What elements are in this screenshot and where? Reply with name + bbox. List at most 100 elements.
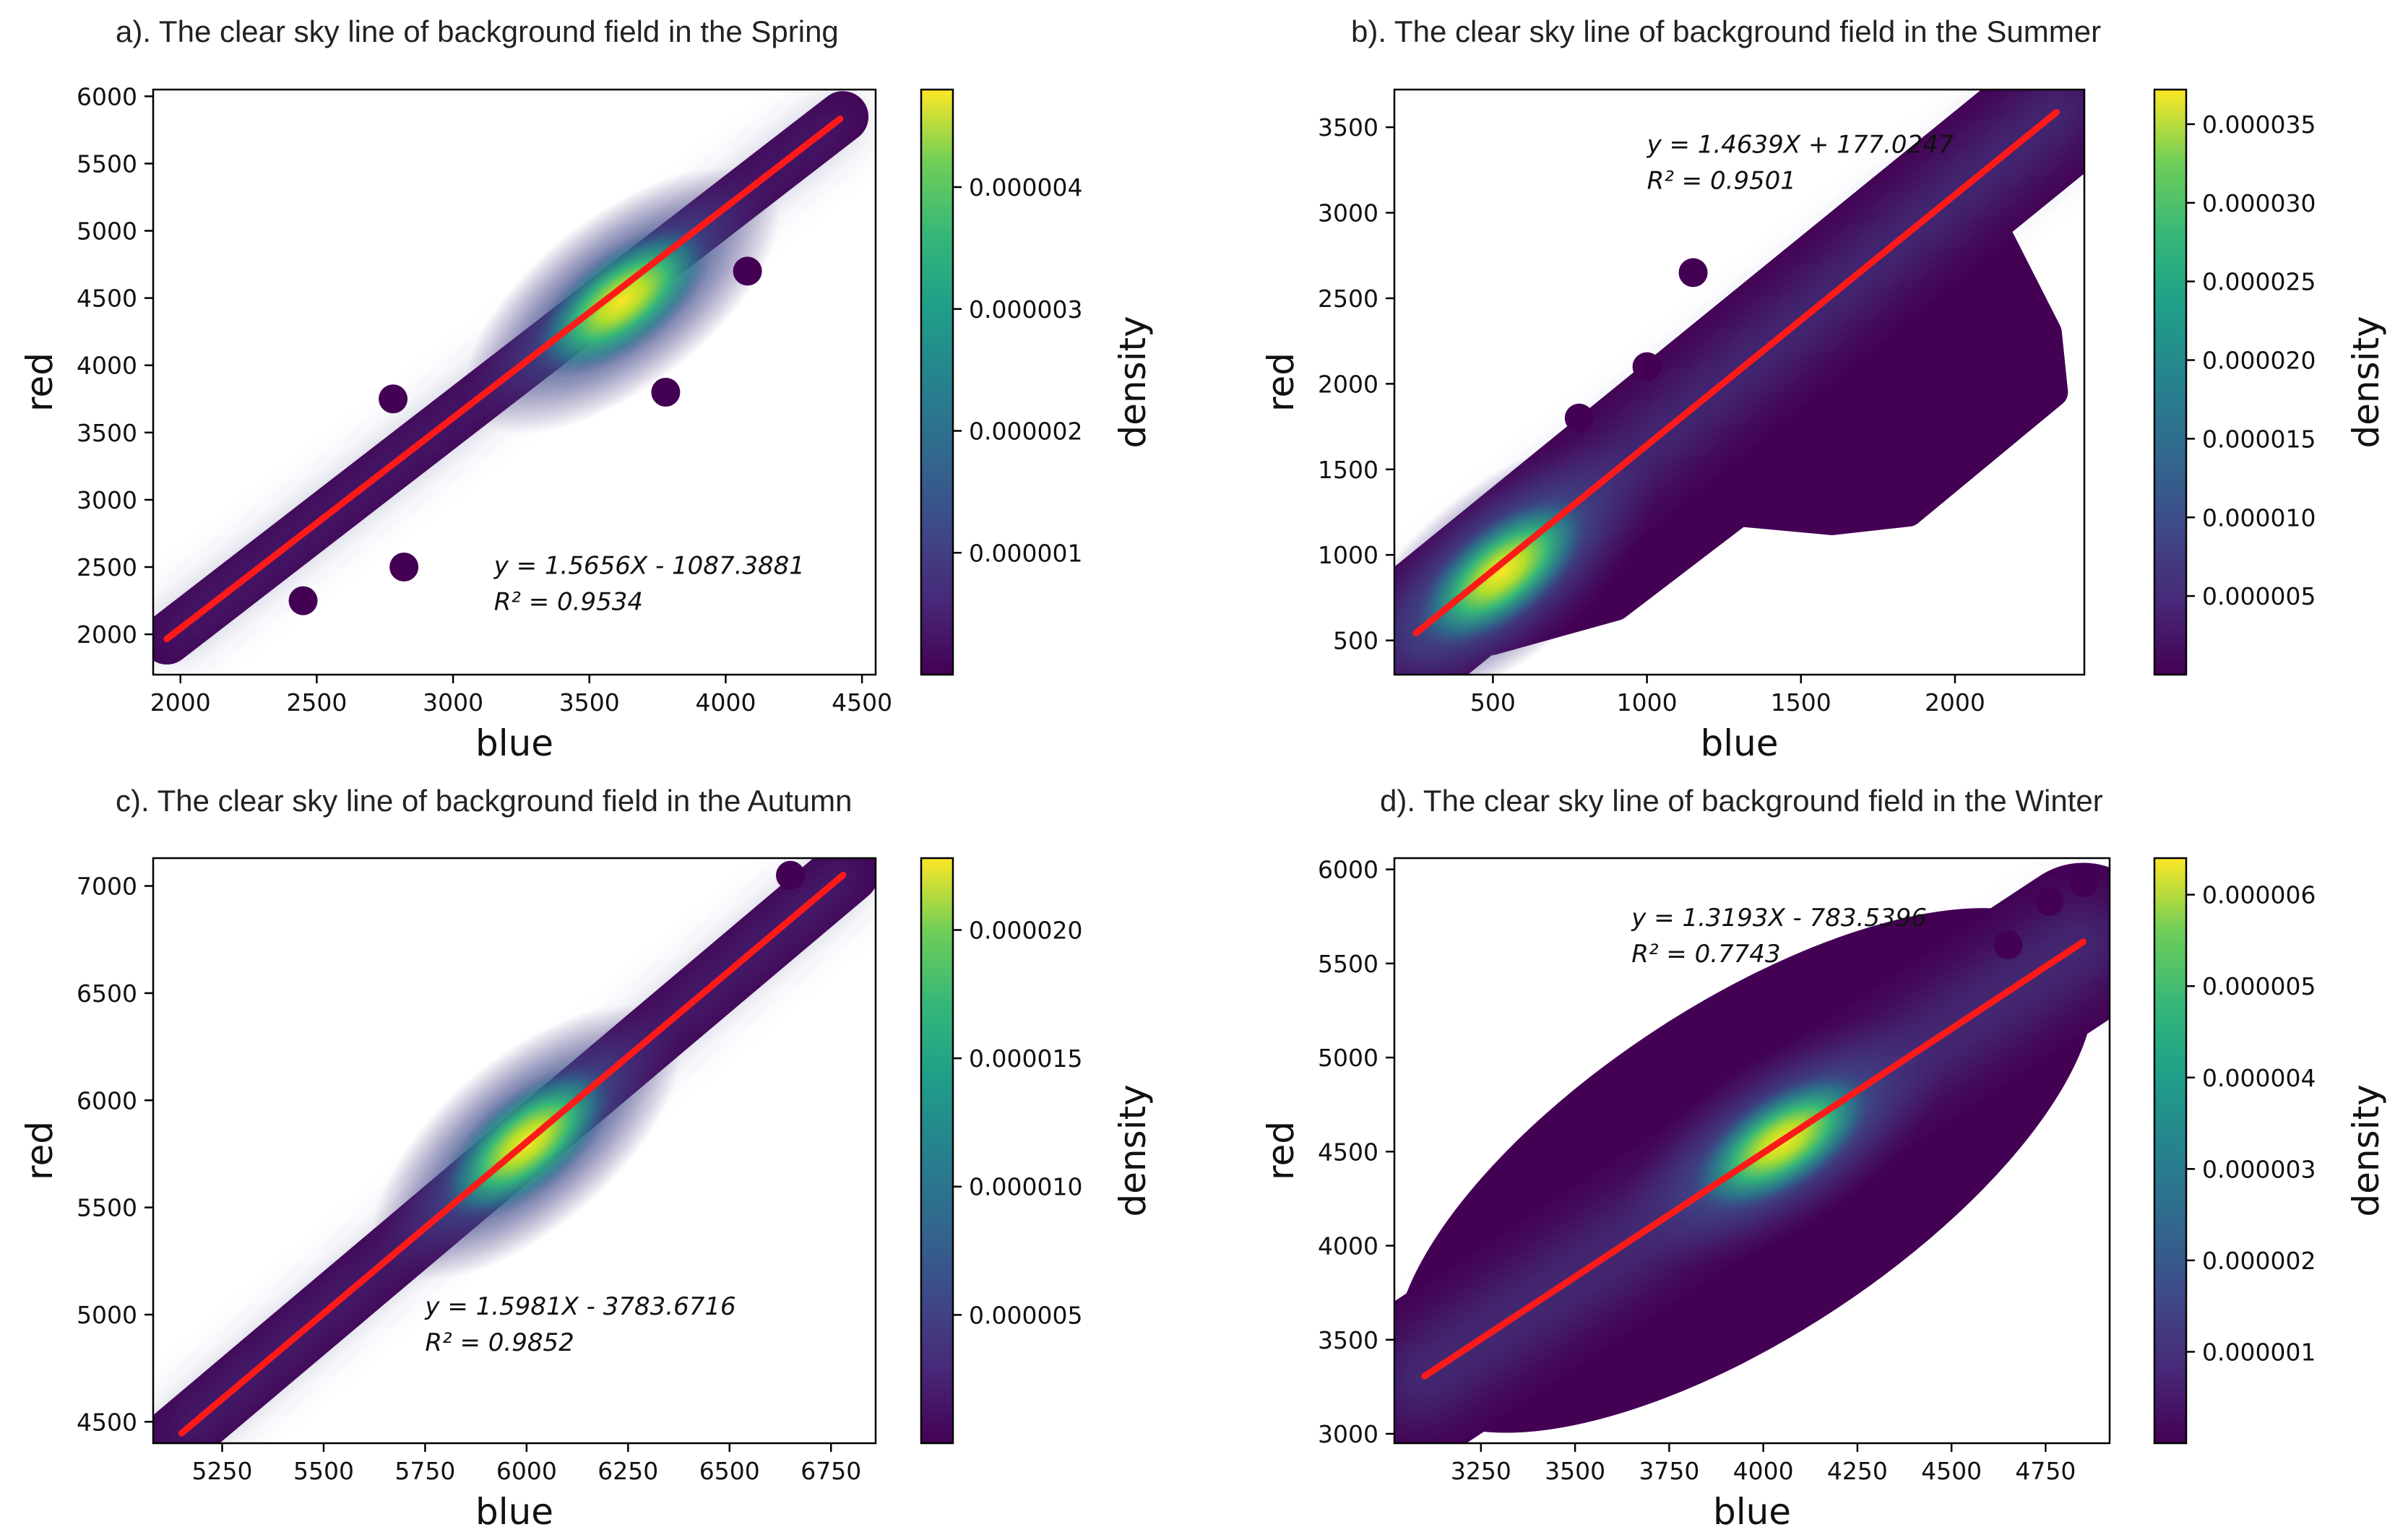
panel-b-outlier-point <box>1678 258 1708 287</box>
panel-d-x-tick-label: 3250 <box>1451 1457 1511 1485</box>
panel-d-y-tick-label: 5000 <box>1318 1044 1378 1072</box>
panel-a-fit-line <box>163 115 844 643</box>
panel-c-title: c). The clear sky line of background fie… <box>116 784 852 818</box>
panel-d-y-tick-label: 4000 <box>1318 1232 1378 1260</box>
panel-a-y-tick-label: 4000 <box>77 352 137 380</box>
panel-a-y-tick-label: 3500 <box>77 419 137 447</box>
panel-d-colorbar-tick-label: 0.000002 <box>2202 1247 2316 1275</box>
panel-d-x-tick-label: 4250 <box>1827 1457 1888 1485</box>
panel-b-x-tick-label: 2000 <box>1925 688 1985 717</box>
panel-c-y-tick-label: 6000 <box>77 1086 137 1115</box>
panel-b-colorbar: 0.000005 0.000010 0.000015 0.000020 0.000025… <box>2153 88 2387 676</box>
panel-a-r-squared: R² = 0.9534 <box>494 587 643 616</box>
panel-c: c). The clear sky line of background fie… <box>19 784 1154 1533</box>
panel-d-title: d). The clear sky line of background fie… <box>1380 784 2103 818</box>
panel-b-y-tick-label: 1000 <box>1318 541 1378 569</box>
panel-a-title: a). The clear sky line of background fie… <box>116 14 839 48</box>
panel-d-y-tick-label: 5500 <box>1318 950 1378 978</box>
panel-d-x-tick-label: 4000 <box>1733 1457 1794 1485</box>
panel-a-y-tick-label: 6000 <box>77 82 137 111</box>
panel-b-colorbar-tick-label: 0.000010 <box>2202 503 2316 532</box>
panel-b-title: b). The clear sky line of background fie… <box>1351 14 2101 48</box>
panel-b-x-tick-label: 500 <box>1470 688 1516 717</box>
panel-d-colorbar: 0.000001 0.000002 0.000003 0.000004 0.000005… <box>2153 857 2387 1445</box>
panel-d-colorbar-tick-label: 0.000001 <box>2202 1338 2316 1366</box>
panel-a-y-tick-label: 5000 <box>77 217 137 246</box>
panel-a-colorbar-label: density <box>1112 316 1154 448</box>
panel-b: b). The clear sky line of background fie… <box>1260 14 2387 764</box>
panel-d-x-axis-label: blue <box>1713 1491 1791 1533</box>
panel-d-fit-line <box>1421 938 2087 1380</box>
panel-b-colorbar-tick-label: 0.000030 <box>2202 189 2316 217</box>
panel-c-y-tick-label: 5500 <box>77 1194 137 1222</box>
panel-a-plot-area: 2000 2500 3000 3500 4000 4500 2000 2500 3000 3500… <box>19 82 892 764</box>
panel-c-plot-area: 5250 5500 5750 6000 6250 6500 6750 4500 5000 5500… <box>19 857 877 1533</box>
panel-b-fit-line <box>1412 108 2060 636</box>
panel-c-colorbar: 0.000005 0.000010 0.000015 0.000020 density <box>920 857 1154 1445</box>
panel-b-r-squared: R² = 0.9501 <box>1647 167 1796 196</box>
panel-d-y-tick-label: 4500 <box>1318 1138 1378 1166</box>
panel-b-y-tick-label: 2500 <box>1318 285 1378 313</box>
panel-a-outlier-point <box>651 377 681 407</box>
panel-b-x-tick-label: 1500 <box>1771 688 1831 717</box>
panel-a-outlier-point <box>379 384 408 414</box>
panel-d-x-tick-label: 4500 <box>1921 1457 1982 1485</box>
panel-d-outlier-point <box>2068 868 2098 897</box>
panel-b-axes-frame <box>1393 88 2086 676</box>
panel-b-outlier-point <box>1986 309 2016 339</box>
panel-c-axes-frame <box>152 857 877 1445</box>
panel-c-equation: y = 1.5981X - 3783.6716 <box>424 1292 735 1321</box>
panel-b-y-tick-label: 3000 <box>1318 199 1378 228</box>
panel-c-fit-line <box>178 871 847 1437</box>
panel-d-colorbar-label: density <box>2345 1084 2387 1216</box>
panel-c-x-axis-label: blue <box>475 1491 553 1533</box>
panel-d-outlier-point <box>2034 886 2064 916</box>
panel-a-x-tick-label: 2000 <box>150 688 211 717</box>
panel-b-density-hotspot <box>1412 493 1592 652</box>
panel-d: d). The clear sky line of background fie… <box>1260 784 2387 1533</box>
panel-d-colorbar-tick-label: 0.000004 <box>2202 1064 2316 1092</box>
panel-d-x-tick-label: 4750 <box>2015 1457 2076 1485</box>
panel-b-outlier-point <box>1564 403 1594 433</box>
panel-a-density-cloud <box>153 91 869 665</box>
panel-c-colorbar-tick-label: 0.000020 <box>969 916 1082 944</box>
panel-d-axes-frame <box>1393 857 2111 1445</box>
panel-a-colorbar-tick-label: 0.000001 <box>969 539 1082 567</box>
panel-b-x-tick-label: 1000 <box>1617 688 1678 717</box>
panel-c-outlier-point <box>776 860 806 890</box>
panel-a-y-axis-label: red <box>19 352 61 412</box>
panel-c-density-cloud <box>153 858 876 1443</box>
panel-b-y-tick-label: 3500 <box>1318 113 1378 142</box>
panel-d-colorbar-gradient <box>2153 857 2188 1445</box>
panel-c-y-tick-label: 7000 <box>77 873 137 901</box>
panel-c-colorbar-tick-label: 0.000005 <box>969 1301 1082 1329</box>
panel-c-x-tick-label: 5750 <box>394 1457 455 1485</box>
panel-c-x-tick-label: 6500 <box>699 1457 760 1485</box>
panel-d-y-axis-label: red <box>1260 1121 1302 1180</box>
panel-a-y-tick-label: 2000 <box>77 620 137 649</box>
panel-a-density-hotspot <box>530 223 714 378</box>
panel-b-x-axis-label: blue <box>1700 722 1778 764</box>
panel-d-y-tick-label: 6000 <box>1318 856 1378 884</box>
panel-b-colorbar-tick-label: 0.000020 <box>2202 347 2316 375</box>
panel-a-y-tick-label: 4500 <box>77 285 137 313</box>
panel-b-colorbar-tick-label: 0.000025 <box>2202 268 2316 296</box>
panel-a-colorbar-tick-label: 0.000004 <box>969 173 1082 202</box>
panel-a-y-tick-label: 3000 <box>77 486 137 514</box>
panel-a-y-tick-label: 2500 <box>77 553 137 581</box>
panel-a-y-tick-label: 5500 <box>77 150 137 178</box>
panel-c-colorbar-tick-label: 0.000015 <box>969 1044 1082 1073</box>
panel-b-y-axis-label: red <box>1260 352 1302 412</box>
panel-c-colorbar-gradient <box>920 857 954 1445</box>
panel-a-colorbar: 0.000001 0.000002 0.000003 0.000004 density <box>920 88 1154 676</box>
panel-d-x-tick-label: 3500 <box>1545 1457 1605 1485</box>
panel-b-plot-area: 500 1000 1500 2000 500 1000 1500 2000 2500 3000 35… <box>1260 88 2086 764</box>
panel-a-x-axis-label: blue <box>475 722 553 764</box>
panel-d-equation: y = 1.3193X - 783.5396 <box>1631 904 1927 933</box>
panel-c-x-tick-label: 5500 <box>293 1457 354 1485</box>
panel-a-equation: y = 1.5656X - 1087.3881 <box>493 551 805 580</box>
panel-c-x-tick-label: 6250 <box>597 1457 658 1485</box>
panel-b-equation: y = 1.4639X + 177.0247 <box>1647 131 1954 160</box>
panel-d-y-tick-label: 3000 <box>1318 1420 1378 1448</box>
